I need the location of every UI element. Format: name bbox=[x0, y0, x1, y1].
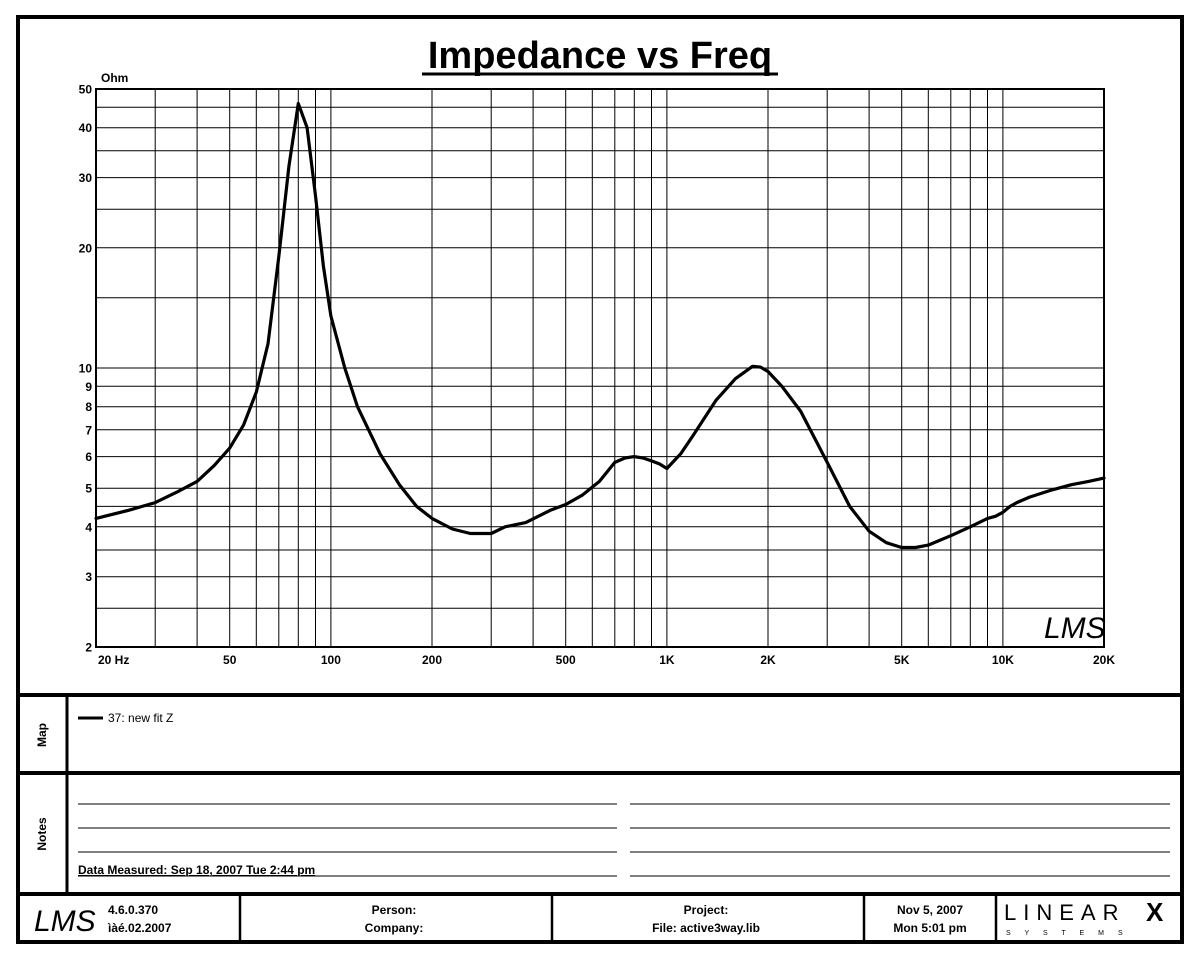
y-tick-label: 20 bbox=[79, 241, 93, 255]
outer-frame bbox=[16, 15, 1184, 944]
y-tick-label: 6 bbox=[85, 450, 92, 464]
report-time: Mon 5:01 pm bbox=[893, 921, 966, 935]
y-axis-unit-label: Ohm bbox=[101, 71, 128, 85]
person-label: Person: bbox=[372, 903, 417, 917]
plot-frame bbox=[95, 88, 1105, 648]
y-tick-label: 4 bbox=[85, 520, 92, 534]
y-tick-label: 7 bbox=[85, 423, 92, 437]
y-tick-label: 5 bbox=[85, 482, 92, 496]
company-label: Company: bbox=[365, 921, 424, 935]
y-tick-label: 50 bbox=[79, 83, 93, 97]
grid-lines bbox=[96, 89, 1104, 647]
x-tick-label: 50 bbox=[223, 653, 237, 667]
data-measured-note: Data Measured: Sep 18, 2007 Tue 2:44 pm bbox=[78, 863, 315, 877]
x-tick-label: 5K bbox=[894, 653, 910, 667]
notes-lines bbox=[78, 803, 1170, 877]
y-tick-label: 3 bbox=[85, 570, 92, 584]
project-file-label: File: active3way.lib bbox=[652, 921, 760, 935]
footer-dividers bbox=[238, 894, 998, 942]
y-tick-label: 30 bbox=[79, 171, 93, 185]
y-tick-label: 2 bbox=[85, 641, 92, 655]
x-tick-label: 100 bbox=[321, 653, 341, 667]
x-tick-label: 500 bbox=[556, 653, 576, 667]
y-tick-label: 10 bbox=[79, 362, 93, 376]
software-build-date: ìàé.02.2007 bbox=[107, 921, 172, 935]
linearx-brand-x: X bbox=[1146, 897, 1164, 927]
x-tick-label: 20 Hz bbox=[98, 653, 129, 667]
x-tick-label: 200 bbox=[422, 653, 442, 667]
legend-entry: 37: new fit Z bbox=[108, 711, 173, 725]
linearx-brand-subtitle: S Y S T E M S bbox=[1006, 930, 1129, 937]
x-tick-label: 2K bbox=[760, 653, 776, 667]
map-section-label: Map bbox=[35, 723, 49, 747]
y-tick-labels: 50 40 30 20 10 9 8 7 6 5 4 3 2 bbox=[79, 83, 93, 655]
chart-title: Impedance vs Freq bbox=[428, 35, 772, 77]
x-tick-label: 20K bbox=[1093, 653, 1115, 667]
project-label: Project: bbox=[684, 903, 729, 917]
impedance-series-line bbox=[94, 101, 1106, 550]
y-tick-label: 9 bbox=[85, 380, 92, 394]
y-tick-label: 8 bbox=[85, 400, 92, 414]
linearx-brand-name: LINEAR bbox=[1004, 900, 1125, 925]
x-tick-labels: 20 Hz 50 100 200 500 1K 2K 5K 10K 20K bbox=[98, 653, 1115, 667]
report-date: Nov 5, 2007 bbox=[897, 903, 963, 917]
software-version: 4.6.0.370 bbox=[108, 903, 158, 917]
linearx-brand-logo: LINEAR X S Y S T E M S bbox=[1004, 897, 1164, 937]
footer-lms-logo: LMS bbox=[34, 905, 96, 938]
lms-watermark-logo: LMS bbox=[1044, 612, 1106, 645]
notes-section-label: Notes bbox=[35, 817, 49, 851]
y-tick-label: 40 bbox=[79, 121, 93, 135]
x-tick-label: 10K bbox=[992, 653, 1014, 667]
x-tick-label: 1K bbox=[659, 653, 675, 667]
plot-area: 20 Hz 50 100 200 500 1K 2K 5K 10K 20K 50 40 30 20 10 9… bbox=[79, 83, 1116, 668]
